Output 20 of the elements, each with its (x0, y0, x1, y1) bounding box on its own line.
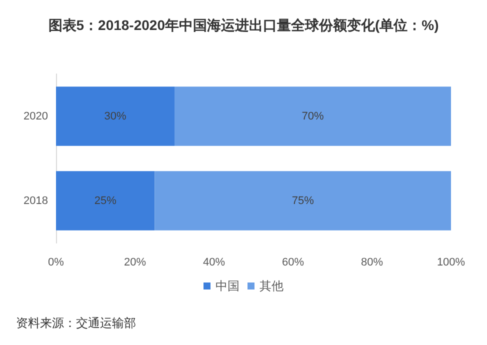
x-tick-label: 100% (436, 256, 466, 268)
chart-title: 图表5：2018-2020年中国海运进出口量全球份额变化(单位：%) (48, 17, 439, 33)
data-label: 70% (302, 110, 324, 122)
x-tick-label: 40% (202, 256, 226, 268)
bar (56, 86, 174, 146)
text: 资料来源：交通运输部 (16, 316, 136, 330)
x-tick-label: 0% (48, 256, 64, 268)
bar (174, 86, 451, 146)
legend-label: 中国 (216, 279, 240, 293)
x-tick-label: 60% (282, 256, 304, 268)
x-tick-label: 80% (360, 256, 384, 268)
bar (56, 171, 155, 230)
data-label: 30% (104, 110, 126, 122)
y-tick-label: 2018 (24, 194, 48, 207)
bar (154, 171, 451, 230)
data-label: 75% (292, 194, 314, 207)
data-label: 25% (94, 194, 117, 207)
y-tick-label: 2020 (24, 110, 48, 122)
x-tick-label: 20% (124, 256, 146, 268)
legend-label: 其他 (260, 279, 284, 293)
